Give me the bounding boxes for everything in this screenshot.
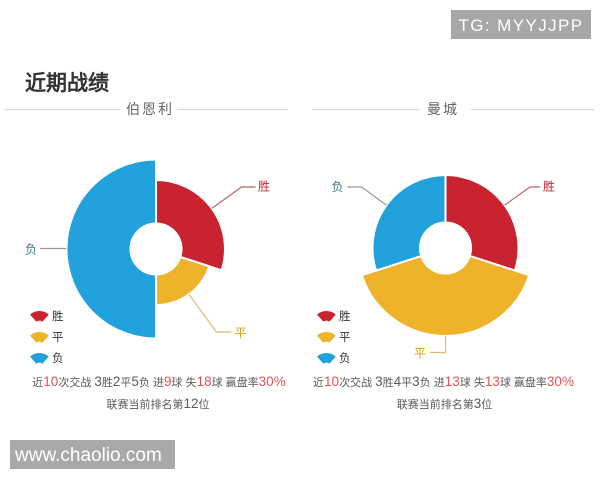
- svg-text:胜: 胜: [258, 179, 270, 194]
- svg-text:胜: 胜: [543, 179, 555, 194]
- svg-text:平: 平: [414, 347, 426, 361]
- svg-text:负: 负: [25, 243, 37, 257]
- svg-text:负: 负: [332, 180, 344, 194]
- svg-text:平: 平: [235, 326, 247, 340]
